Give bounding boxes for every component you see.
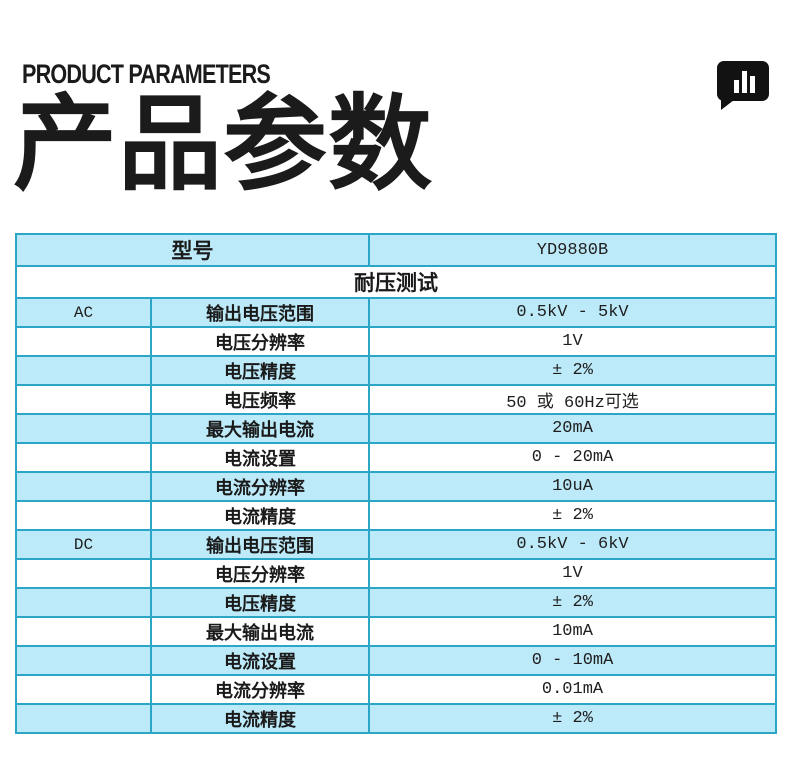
group-cell — [15, 616, 152, 647]
value-cell: 1V — [368, 558, 777, 589]
model-row: 型号 YD9880B — [15, 233, 777, 267]
table-row: 电压精度 ± 2% — [15, 355, 777, 386]
value-cell: 0.5kV - 6kV — [368, 529, 777, 560]
group-cell: AC — [15, 297, 152, 328]
group-cell: DC — [15, 529, 152, 560]
value-cell: ± 2% — [368, 355, 777, 386]
group-cell — [15, 703, 152, 734]
bar-chart-speech-bubble-icon — [717, 61, 769, 111]
model-value-cell: YD9880B — [368, 233, 777, 267]
group-cell — [15, 500, 152, 531]
param-cell: 电流分辨率 — [150, 471, 370, 502]
table-row: 电流分辨率 0.01mA — [15, 674, 777, 705]
param-cell: 最大输出电流 — [150, 616, 370, 647]
table-row: 最大输出电流 10mA — [15, 616, 777, 647]
table-row: 电压分辨率 1V — [15, 558, 777, 589]
value-cell: 20mA — [368, 413, 777, 444]
param-cell: 电压精度 — [150, 355, 370, 386]
value-cell: 0 - 10mA — [368, 645, 777, 676]
table-row: 电压精度 ± 2% — [15, 587, 777, 618]
page-title: 产品参数 — [13, 87, 434, 203]
group-cell — [15, 442, 152, 473]
value-cell: 0.5kV - 5kV — [368, 297, 777, 328]
section-title-cell: 耐压测试 — [15, 265, 777, 299]
param-cell: 电压频率 — [150, 384, 370, 415]
section-row: 耐压测试 — [15, 265, 777, 299]
table-row: 电流精度 ± 2% — [15, 703, 777, 734]
value-cell: ± 2% — [368, 587, 777, 618]
param-cell: 电流设置 — [150, 645, 370, 676]
table-row: 电流设置 0 - 10mA — [15, 645, 777, 676]
group-cell — [15, 674, 152, 705]
value-cell: 0.01mA — [368, 674, 777, 705]
value-cell: 1V — [368, 326, 777, 357]
table-row: 电压分辨率 1V — [15, 326, 777, 357]
param-cell: 电压精度 — [150, 587, 370, 618]
table-row: DC 输出电压范围 0.5kV - 6kV — [15, 529, 777, 560]
param-cell: 电流设置 — [150, 442, 370, 473]
param-cell: 电流精度 — [150, 500, 370, 531]
eyebrow-heading: PRODUCT PARAMETERS — [22, 59, 271, 89]
value-cell: 50 或 60Hz可选 — [368, 384, 777, 415]
group-cell — [15, 326, 152, 357]
model-label-cell: 型号 — [15, 233, 370, 267]
param-cell: 输出电压范围 — [150, 529, 370, 560]
table-row: 电流设置 0 - 20mA — [15, 442, 777, 473]
value-cell: ± 2% — [368, 500, 777, 531]
param-cell: 电流精度 — [150, 703, 370, 734]
param-cell: 电压分辨率 — [150, 326, 370, 357]
group-cell — [15, 413, 152, 444]
group-cell — [15, 587, 152, 618]
param-cell: 电压分辨率 — [150, 558, 370, 589]
table-row: AC 输出电压范围 0.5kV - 5kV — [15, 297, 777, 328]
value-cell: 10uA — [368, 471, 777, 502]
group-cell — [15, 645, 152, 676]
group-cell — [15, 471, 152, 502]
spec-table-body: 型号 YD9880B 耐压测试 AC 输出电压范围 0.5kV - 5kV 电压分辨率… — [15, 233, 777, 734]
group-cell — [15, 384, 152, 415]
value-cell: ± 2% — [368, 703, 777, 734]
param-cell: 输出电压范围 — [150, 297, 370, 328]
param-cell: 电流分辨率 — [150, 674, 370, 705]
value-cell: 0 - 20mA — [368, 442, 777, 473]
table-row: 最大输出电流 20mA — [15, 413, 777, 444]
value-cell: 10mA — [368, 616, 777, 647]
table-row: 电压频率 50 或 60Hz可选 — [15, 384, 777, 415]
spec-table: 型号 YD9880B 耐压测试 AC 输出电压范围 0.5kV - 5kV 电压分辨率… — [15, 233, 777, 734]
table-row: 电流分辨率 10uA — [15, 471, 777, 502]
table-row: 电流精度 ± 2% — [15, 500, 777, 531]
group-cell — [15, 558, 152, 589]
param-cell: 最大输出电流 — [150, 413, 370, 444]
group-cell — [15, 355, 152, 386]
